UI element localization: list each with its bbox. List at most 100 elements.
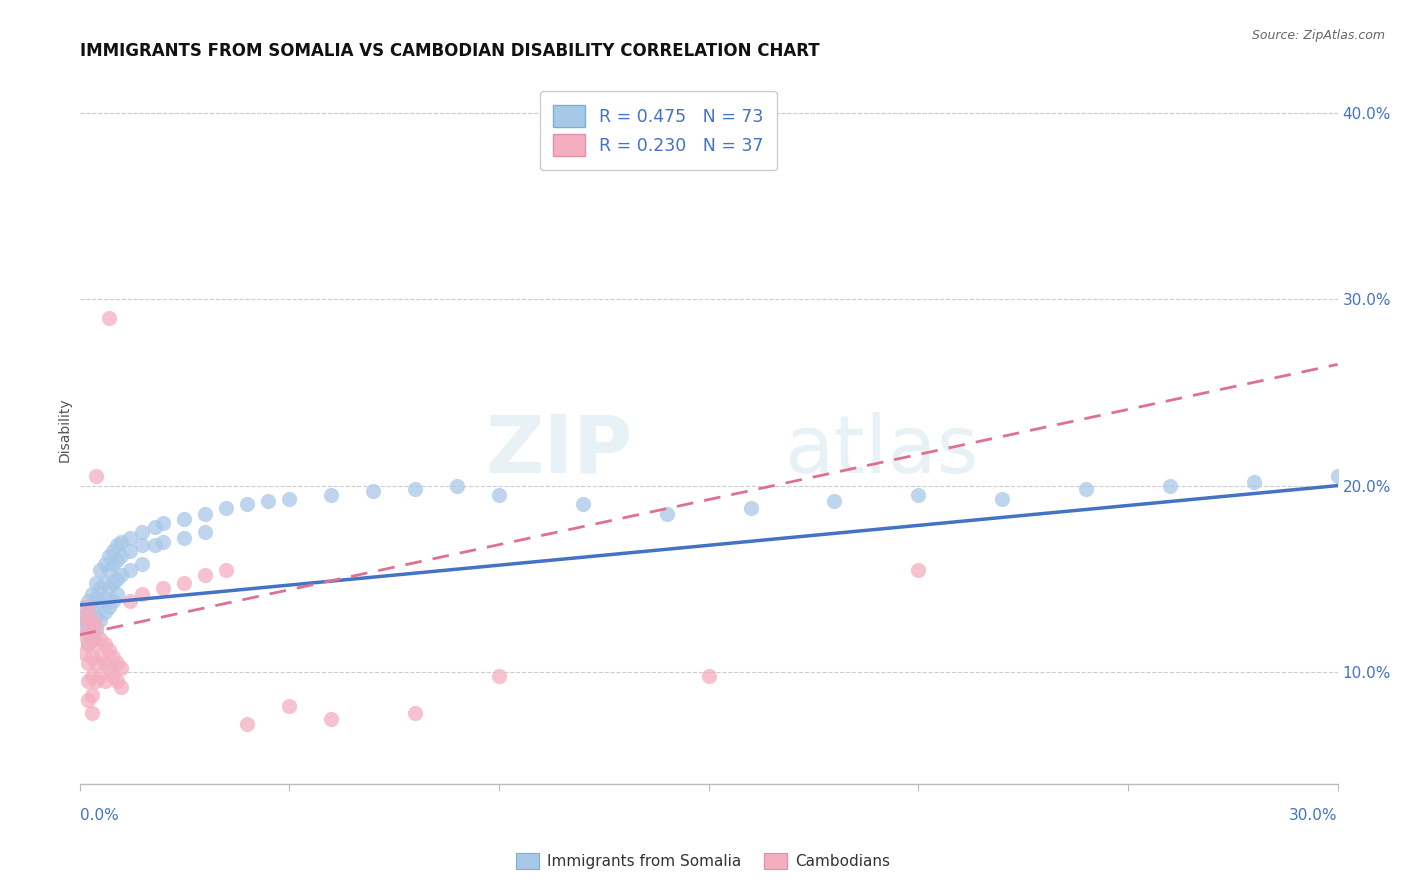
Point (1159, 478, 1181, 492)
Point (215, 500, 238, 515)
Point (143, 538, 166, 552)
Point (740, 500, 762, 515)
Point (1326, 469, 1348, 483)
Point (236, 717, 259, 731)
Point (77, 656, 100, 670)
Point (110, 661, 132, 675)
Point (907, 488, 929, 502)
Point (404, 706, 426, 721)
Text: atlas: atlas (785, 412, 979, 490)
Point (488, 669, 510, 683)
Point (77, 674, 100, 689)
Point (105, 572, 128, 586)
Point (131, 525, 153, 540)
Point (77, 693, 100, 707)
Point (93, 637, 115, 651)
Point (697, 669, 720, 683)
Point (194, 507, 217, 521)
Point (105, 656, 128, 670)
Point (77, 637, 100, 651)
Point (321, 712, 343, 726)
Point (82, 618, 104, 632)
Point (73, 647, 96, 661)
Point (173, 575, 195, 590)
Point (82, 706, 104, 721)
Text: IMMIGRANTS FROM SOMALIA VS CAMBODIAN DISABILITY CORRELATION CHART: IMMIGRANTS FROM SOMALIA VS CAMBODIAN DIS… (80, 42, 820, 60)
Point (257, 493, 280, 508)
Point (97, 310, 120, 325)
Point (77, 594, 100, 608)
Point (73, 628, 96, 642)
Text: 0.0%: 0.0% (80, 808, 118, 823)
Point (110, 680, 132, 694)
Point (105, 538, 128, 552)
Point (73, 609, 96, 624)
Point (93, 557, 115, 571)
Point (77, 637, 100, 651)
Point (77, 606, 100, 620)
Point (101, 669, 124, 683)
Point (194, 525, 217, 540)
Point (118, 544, 141, 558)
Point (73, 599, 96, 614)
Point (361, 484, 384, 499)
Point (571, 497, 593, 511)
Point (82, 587, 104, 601)
Point (404, 483, 426, 497)
Point (101, 557, 124, 571)
Point (82, 599, 104, 614)
Point (82, 613, 104, 627)
Point (82, 669, 104, 683)
Point (1074, 483, 1097, 497)
Point (110, 568, 132, 582)
Point (110, 534, 132, 549)
Point (93, 591, 115, 605)
Point (84, 624, 107, 639)
Point (907, 563, 929, 577)
Point (152, 534, 174, 549)
Point (278, 491, 301, 506)
Point (152, 581, 174, 595)
Point (823, 493, 845, 508)
Point (97, 661, 120, 675)
Point (84, 656, 107, 670)
Point (77, 599, 100, 614)
Point (77, 628, 100, 642)
Y-axis label: Disability: Disability (58, 397, 72, 462)
Point (89, 632, 111, 646)
Point (73, 609, 96, 624)
Point (215, 563, 238, 577)
Point (236, 497, 259, 511)
Point (84, 469, 107, 483)
Point (97, 599, 120, 614)
Point (118, 594, 141, 608)
Point (991, 491, 1014, 506)
Point (97, 642, 120, 657)
Point (97, 581, 120, 595)
Point (84, 637, 107, 651)
Point (101, 575, 124, 590)
Point (131, 557, 153, 571)
Point (97, 549, 120, 564)
Point (84, 575, 107, 590)
Point (446, 478, 468, 492)
Point (73, 618, 96, 632)
Point (143, 519, 166, 533)
Point (194, 568, 217, 582)
Point (101, 544, 124, 558)
Point (73, 613, 96, 627)
Point (82, 632, 104, 646)
Point (110, 549, 132, 564)
Point (321, 488, 343, 502)
Point (89, 613, 111, 627)
Point (93, 656, 115, 670)
Point (173, 531, 195, 545)
Point (118, 531, 141, 545)
Text: 30.0%: 30.0% (1289, 808, 1337, 823)
Point (101, 594, 124, 608)
Point (131, 587, 153, 601)
Point (89, 581, 111, 595)
Point (488, 488, 510, 502)
Point (84, 674, 107, 689)
Point (105, 587, 128, 601)
